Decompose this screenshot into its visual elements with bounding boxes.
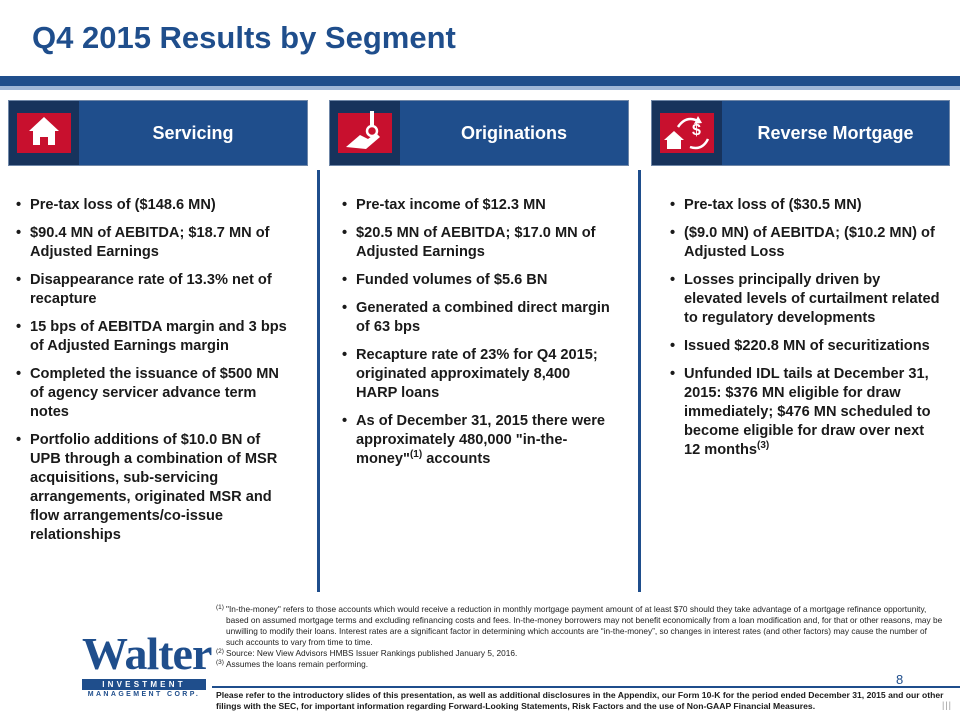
list-item: Issued $220.8 MN of securitizations bbox=[670, 337, 942, 356]
servicing-bullets: Pre-tax loss of ($148.6 MN) $90.4 MN of … bbox=[16, 196, 294, 554]
list-item: Unfunded IDL tails at December 31, 2015:… bbox=[670, 365, 942, 460]
corner-mark: ||| bbox=[942, 700, 953, 710]
segment-header-servicing: Servicing bbox=[8, 100, 308, 166]
disclaimer-text: Please refer to the introductory slides … bbox=[216, 690, 944, 711]
footnote: (1) "In-the-money" refers to those accoun… bbox=[216, 604, 943, 647]
list-item: $90.4 MN of AEBITDA; $18.7 MN of Adjuste… bbox=[16, 224, 294, 262]
footnote: (2) Source: New View Advisors HMBS Issuer… bbox=[216, 648, 518, 658]
logo-subtitle: MANAGEMENT CORP. bbox=[87, 691, 201, 698]
footnote-ref: (1) bbox=[409, 449, 423, 461]
originations-bullets: Pre-tax income of $12.3 MN $20.5 MN of A… bbox=[342, 196, 610, 478]
footnote: (3) Assumes the loans remain performing. bbox=[216, 659, 369, 669]
list-item: Pre-tax loss of ($30.5 MN) bbox=[670, 196, 942, 215]
segment-label: Originations bbox=[460, 123, 567, 143]
list-item: As of December 31, 2015 there were appro… bbox=[342, 412, 610, 469]
footnote-ref: (3) bbox=[756, 440, 770, 452]
key-handshake-icon bbox=[330, 101, 400, 165]
list-item: Pre-tax income of $12.3 MN bbox=[342, 196, 610, 215]
reverse-mortgage-bullets: Pre-tax loss of ($30.5 MN) ($9.0 MN) of … bbox=[670, 196, 942, 469]
company-logo: Walter INVESTMENT MANAGEMENT CORP. bbox=[82, 628, 212, 702]
segment-header-originations: Originations bbox=[329, 100, 629, 166]
segment-header-reverse-mortgage: $ Reverse Mortgage bbox=[651, 100, 950, 166]
house-dollar-cycle-icon: $ bbox=[652, 101, 722, 165]
list-item: Losses principally driven by elevated le… bbox=[670, 271, 942, 328]
list-item: Disappearance rate of 13.3% net of recap… bbox=[16, 271, 294, 309]
list-item: Portfolio additions of $10.0 BN of UPB t… bbox=[16, 431, 294, 545]
list-item: Pre-tax loss of ($148.6 MN) bbox=[16, 196, 294, 215]
page-number: 8 bbox=[896, 672, 904, 687]
page-title: Q4 2015 Results by Segment bbox=[32, 20, 456, 55]
footnotes: (1) "In-the-money" refers to those accoun… bbox=[216, 604, 946, 670]
column-divider bbox=[317, 170, 320, 592]
house-icon bbox=[9, 101, 79, 165]
segment-label: Servicing bbox=[152, 123, 234, 143]
column-divider bbox=[638, 170, 641, 592]
list-item: 15 bps of AEBITDA margin and 3 bps of Ad… bbox=[16, 318, 294, 356]
svg-text:$: $ bbox=[692, 122, 701, 139]
segment-label: Reverse Mortgage bbox=[757, 123, 914, 143]
header-rule bbox=[0, 76, 960, 86]
list-item: Recapture rate of 23% for Q4 2015; origi… bbox=[342, 346, 610, 403]
header-rule-accent bbox=[0, 86, 960, 90]
logo-bar: INVESTMENT bbox=[82, 679, 206, 690]
list-item: Completed the issuance of $500 MN of age… bbox=[16, 365, 294, 422]
logo-wordmark: Walter bbox=[82, 628, 212, 679]
list-item: $20.5 MN of AEBITDA; $17.0 MN of Adjuste… bbox=[342, 224, 610, 262]
list-item: Generated a combined direct margin of 63… bbox=[342, 299, 610, 337]
list-item: ($9.0 MN) of AEBITDA; ($10.2 MN) of Adju… bbox=[670, 224, 942, 262]
disclaimer-rule bbox=[212, 686, 960, 688]
list-item: Funded volumes of $5.6 BN bbox=[342, 271, 610, 290]
